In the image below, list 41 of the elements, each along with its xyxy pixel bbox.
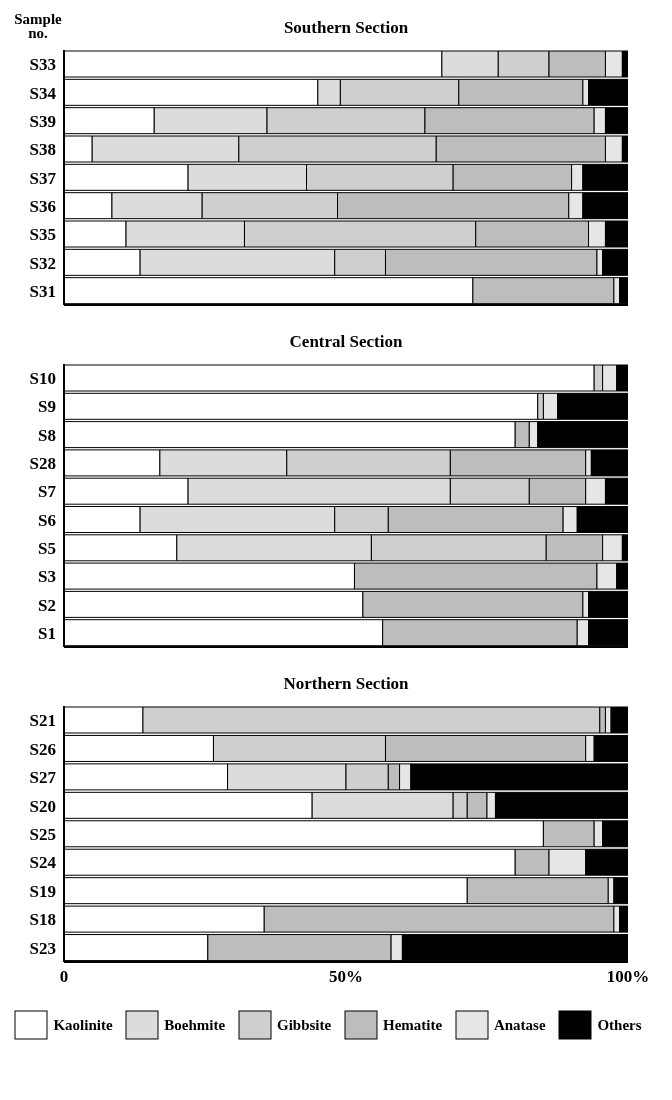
y-tick-label: S10: [29, 369, 56, 389]
y-tick-label: S21: [29, 711, 56, 731]
legend-label: Kaolinite: [53, 1016, 113, 1034]
y-tick-label: S35: [29, 225, 56, 245]
y-axis-title: Sample no.: [13, 11, 63, 41]
y-tick-label: S38: [29, 140, 56, 160]
y-tick-label: S25: [29, 825, 56, 845]
y-tick-label: S8: [38, 425, 56, 445]
y-tick-label: S9: [38, 397, 56, 417]
legend-label: Gibbsite: [276, 1016, 332, 1034]
y-tick-label: S19: [29, 881, 56, 901]
y-tick-label: S6: [38, 510, 56, 530]
y-tick-label: S24: [29, 853, 57, 873]
y-tick-label: S28: [29, 454, 56, 474]
x-tick-label: 0: [59, 967, 69, 987]
y-tick-label: S26: [29, 739, 56, 759]
y-tick-label: S27: [29, 768, 57, 788]
y-tick-label: S23: [29, 938, 56, 958]
y-tick-label: S36: [29, 196, 56, 216]
y-tick-label: S39: [29, 111, 56, 131]
y-tick-label: S18: [29, 910, 56, 930]
x-tick-label: 100%: [606, 967, 650, 987]
y-tick-label: S32: [29, 253, 56, 273]
y-tick-label: S2: [38, 595, 56, 615]
y-tick-label: S34: [29, 83, 57, 103]
chart-title: Southern Section: [282, 18, 410, 38]
legend-label: Hematite: [382, 1016, 443, 1034]
y-tick-label: S1: [38, 623, 56, 643]
y-tick-label: S7: [38, 482, 57, 502]
y-tick-label: S33: [29, 55, 56, 75]
x-tick-label: 50%: [329, 967, 363, 987]
legend-label: Anatase: [493, 1016, 546, 1034]
legend-label: Others: [597, 1016, 642, 1034]
chart-title: Central Section: [288, 332, 404, 352]
y-tick-label: S37: [29, 168, 57, 188]
y-tick-label: S31: [29, 281, 56, 301]
chart-title: Northern Section: [282, 674, 410, 694]
y-tick-label: S5: [38, 538, 56, 558]
y-tick-label: S3: [38, 567, 56, 587]
legend-label: Boehmite: [164, 1016, 226, 1034]
y-tick-label: S20: [29, 796, 56, 816]
